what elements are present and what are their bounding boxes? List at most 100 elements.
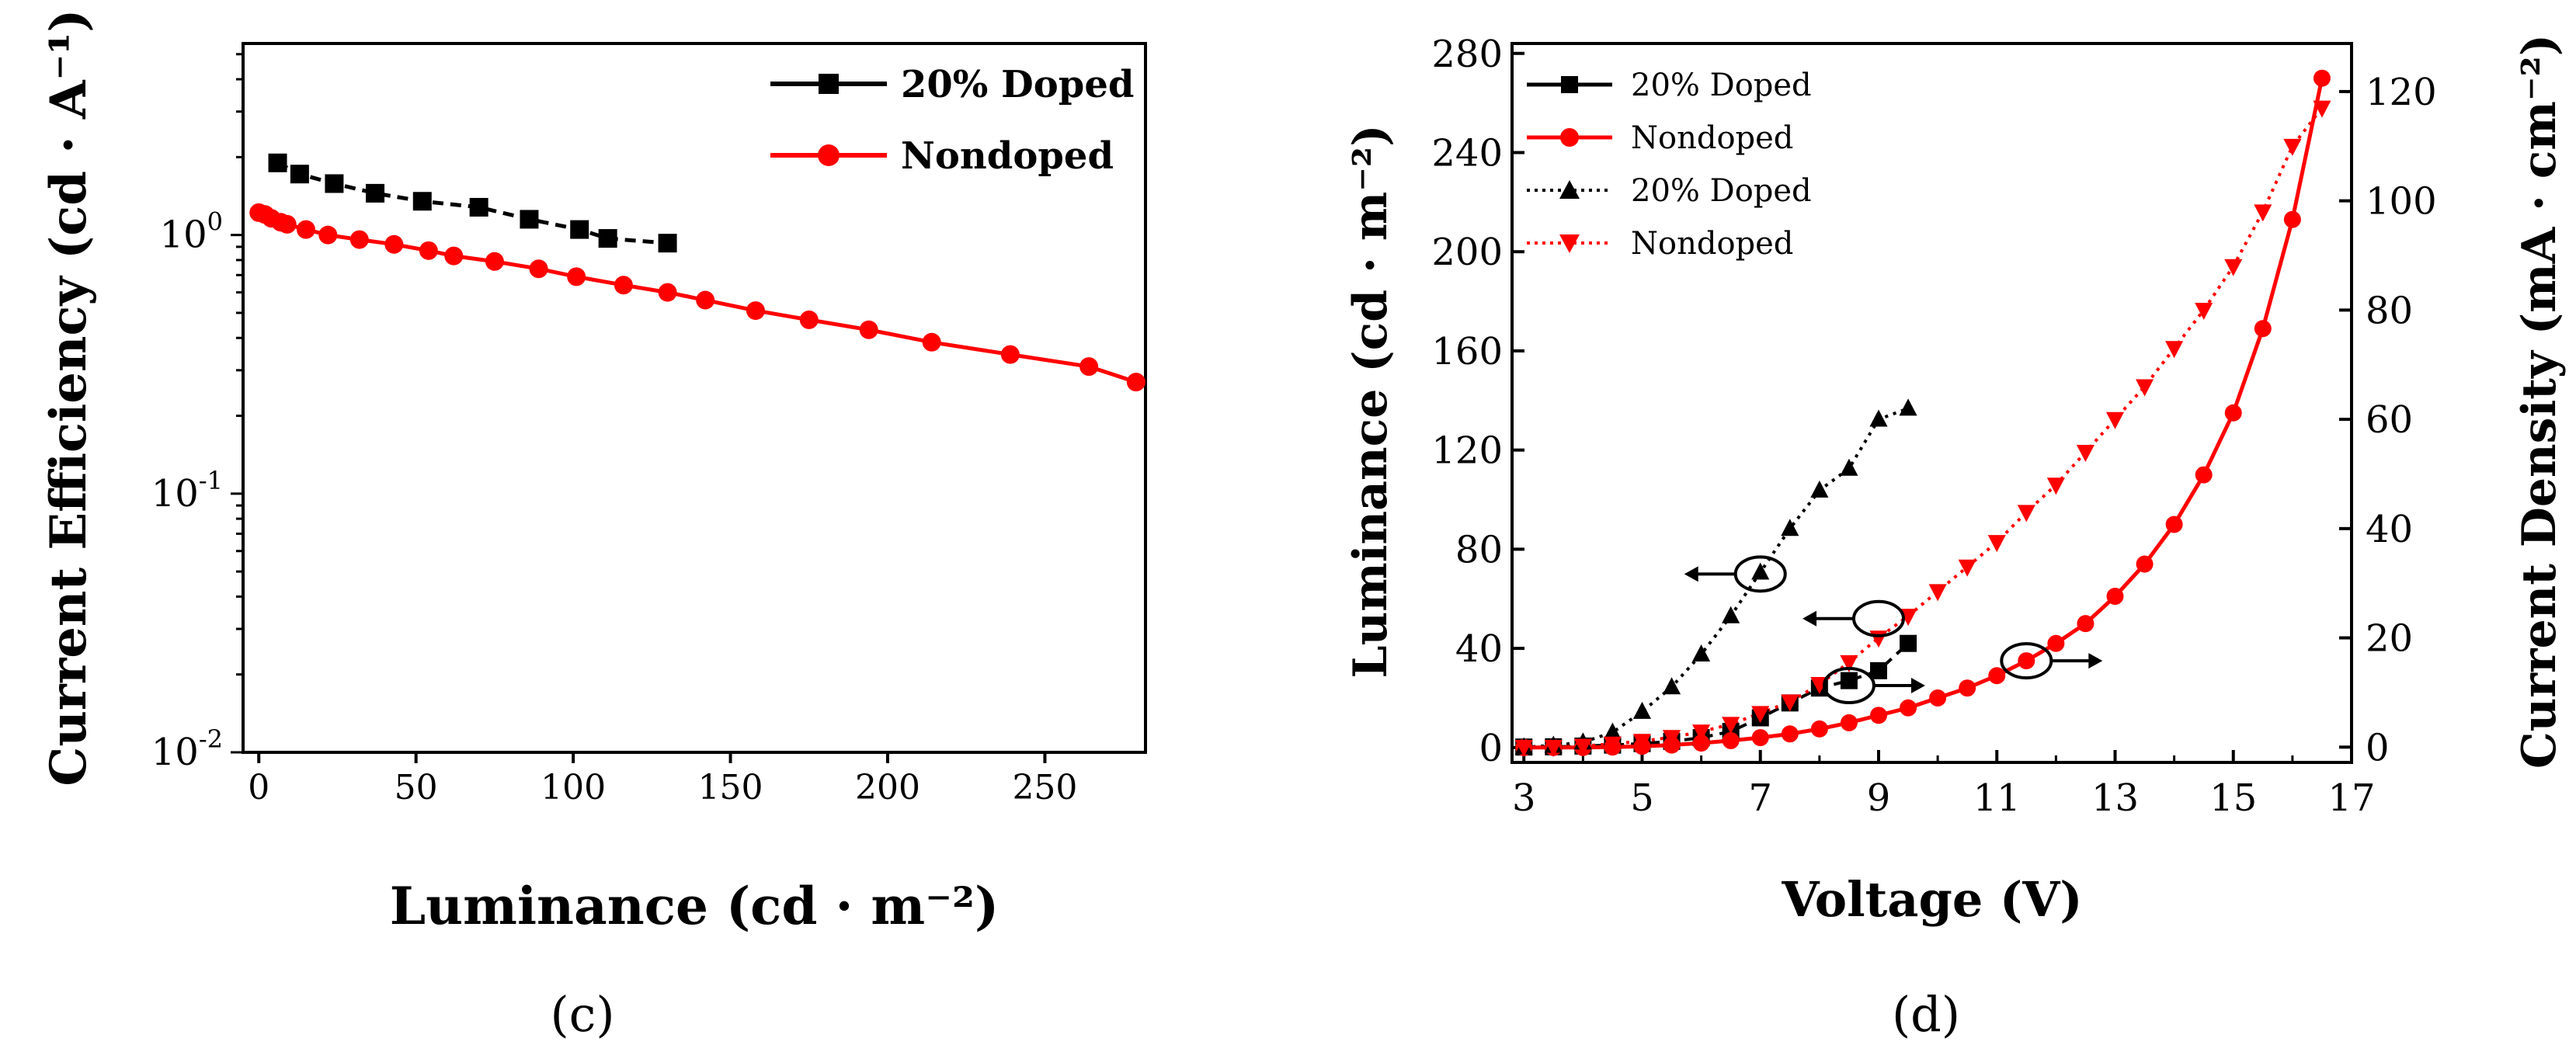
y-tick-base: 10	[160, 214, 207, 257]
x-tick-label: 200	[855, 768, 920, 807]
y-left-tick-label: 240	[1431, 131, 1503, 175]
data-point	[366, 183, 385, 203]
data-point	[2076, 444, 2095, 462]
panel-d-chart: 3 5 7 9 11 13 15 17 0 40 80 120 160 200 …	[1344, 33, 2567, 1043]
y-right-tick-label: 20	[2366, 617, 2413, 661]
data-point	[325, 174, 344, 193]
series-line-0	[276, 161, 668, 245]
data-point	[520, 210, 539, 229]
annotation-ellipse	[1851, 599, 1905, 637]
data-point	[2283, 138, 2302, 156]
panel-d-ticks	[1512, 51, 2353, 762]
data-point	[1126, 373, 1145, 392]
legend-marker-20-doped-luminance	[1561, 76, 1578, 93]
data-point	[1573, 738, 1592, 756]
legend-marker-20-doped-current	[1559, 180, 1580, 199]
data-point	[2105, 411, 2125, 429]
data-point	[349, 230, 369, 249]
data-point	[1840, 458, 1858, 476]
data-point	[2313, 100, 2331, 118]
panel-c-legend: 20% Doped Nondoped	[770, 63, 1134, 178]
panel-d-left-y-tick-labels: 0 40 80 120 160 200 240 280	[1431, 33, 1503, 770]
legend-label-nondoped-luminance: Nondoped	[1631, 120, 1793, 156]
data-point	[1692, 644, 1711, 662]
panel-c-y-tick-labels: 100 10 -1 10-2	[151, 207, 223, 774]
data-point	[444, 246, 464, 266]
y-left-tick-label: 0	[1479, 727, 1503, 770]
x-tick-label: 100	[541, 768, 606, 807]
data-point	[1900, 634, 1917, 652]
data-point	[1959, 679, 1976, 697]
data-point	[2224, 259, 2243, 276]
data-point	[2018, 652, 2035, 670]
data-point	[696, 290, 715, 310]
data-point	[1899, 398, 1917, 416]
data-point	[1662, 730, 1681, 748]
panel-c-ticks	[231, 53, 1047, 763]
annotation-arrow-head	[2088, 653, 2103, 669]
data-point	[2165, 516, 2183, 533]
panel-c-label: (c)	[550, 986, 614, 1043]
y-left-tick-label: 80	[1455, 528, 1503, 571]
data-point	[567, 267, 586, 286]
panel-c-x-axis-label: Luminance (cd · m⁻²)	[390, 876, 999, 936]
series-line-1	[1524, 78, 2324, 750]
data-point	[1514, 739, 1533, 757]
data-point	[1987, 535, 2006, 553]
data-point	[1722, 717, 1740, 734]
data-point	[570, 220, 589, 239]
panel-c-plot-frame	[242, 42, 1147, 754]
panel-d-label: (d)	[1892, 986, 1960, 1043]
data-point	[859, 320, 878, 339]
data-point	[2224, 404, 2242, 422]
data-point	[1869, 707, 1887, 724]
data-point	[1603, 736, 1622, 754]
y-tick-exp: 0	[207, 207, 223, 237]
x-tick-label: 3	[1512, 776, 1536, 820]
y-tick-exp: -1	[199, 466, 223, 495]
data-point	[1810, 720, 1828, 738]
data-point	[1751, 562, 1770, 580]
data-point	[2283, 210, 2301, 228]
y-left-tick-label: 160	[1431, 330, 1503, 373]
y-tick-label: 10-2	[151, 724, 223, 774]
series-line-3	[1524, 106, 2324, 749]
data-point	[658, 283, 677, 302]
panel-d-x-tick-labels: 3 5 7 9 11 13 15 17	[1512, 776, 2376, 820]
data-point	[1722, 606, 1740, 623]
data-point	[2136, 555, 2154, 573]
x-tick-label: 150	[698, 768, 763, 807]
panel-c-y-axis-label: Current Efficiency (cd · A⁻¹)	[40, 9, 98, 786]
y-tick-label: 100	[160, 207, 223, 257]
data-point	[1869, 409, 1888, 427]
data-point	[1692, 724, 1711, 742]
y-tick-exp: -2	[199, 724, 223, 754]
x-tick-label: 17	[2327, 776, 2375, 820]
panel-c-x-tick-labels: 0 50 100 150 200 250	[248, 768, 1077, 807]
data-point	[2165, 341, 2184, 359]
panel-c-chart: 0 50 100 150 200 250 100 10 -1 10-2 Lumin…	[40, 9, 1147, 1043]
data-point	[277, 214, 297, 234]
data-point	[529, 259, 548, 279]
legend-label-nondoped-current: Nondoped	[1631, 226, 1793, 262]
data-point	[1781, 725, 1799, 743]
legend-label-20-doped-luminance: 20% Doped	[1631, 68, 1812, 103]
y-right-tick-label: 100	[2366, 180, 2437, 224]
data-point	[1840, 672, 1858, 689]
data-point	[1603, 722, 1622, 740]
data-point	[598, 229, 617, 248]
data-point	[2254, 204, 2272, 222]
y-right-tick-label: 40	[2366, 508, 2413, 551]
data-point	[290, 165, 309, 184]
x-tick-label: 15	[2209, 776, 2257, 820]
panel-d-plot-frame	[1510, 42, 2353, 764]
x-tick-label: 7	[1748, 776, 1772, 820]
data-point	[469, 197, 488, 217]
data-point	[1928, 584, 1947, 602]
data-point	[1840, 714, 1858, 731]
data-point	[658, 234, 677, 253]
series-line-2	[1524, 407, 1909, 749]
data-point	[2195, 303, 2213, 321]
data-point	[1900, 699, 1917, 717]
